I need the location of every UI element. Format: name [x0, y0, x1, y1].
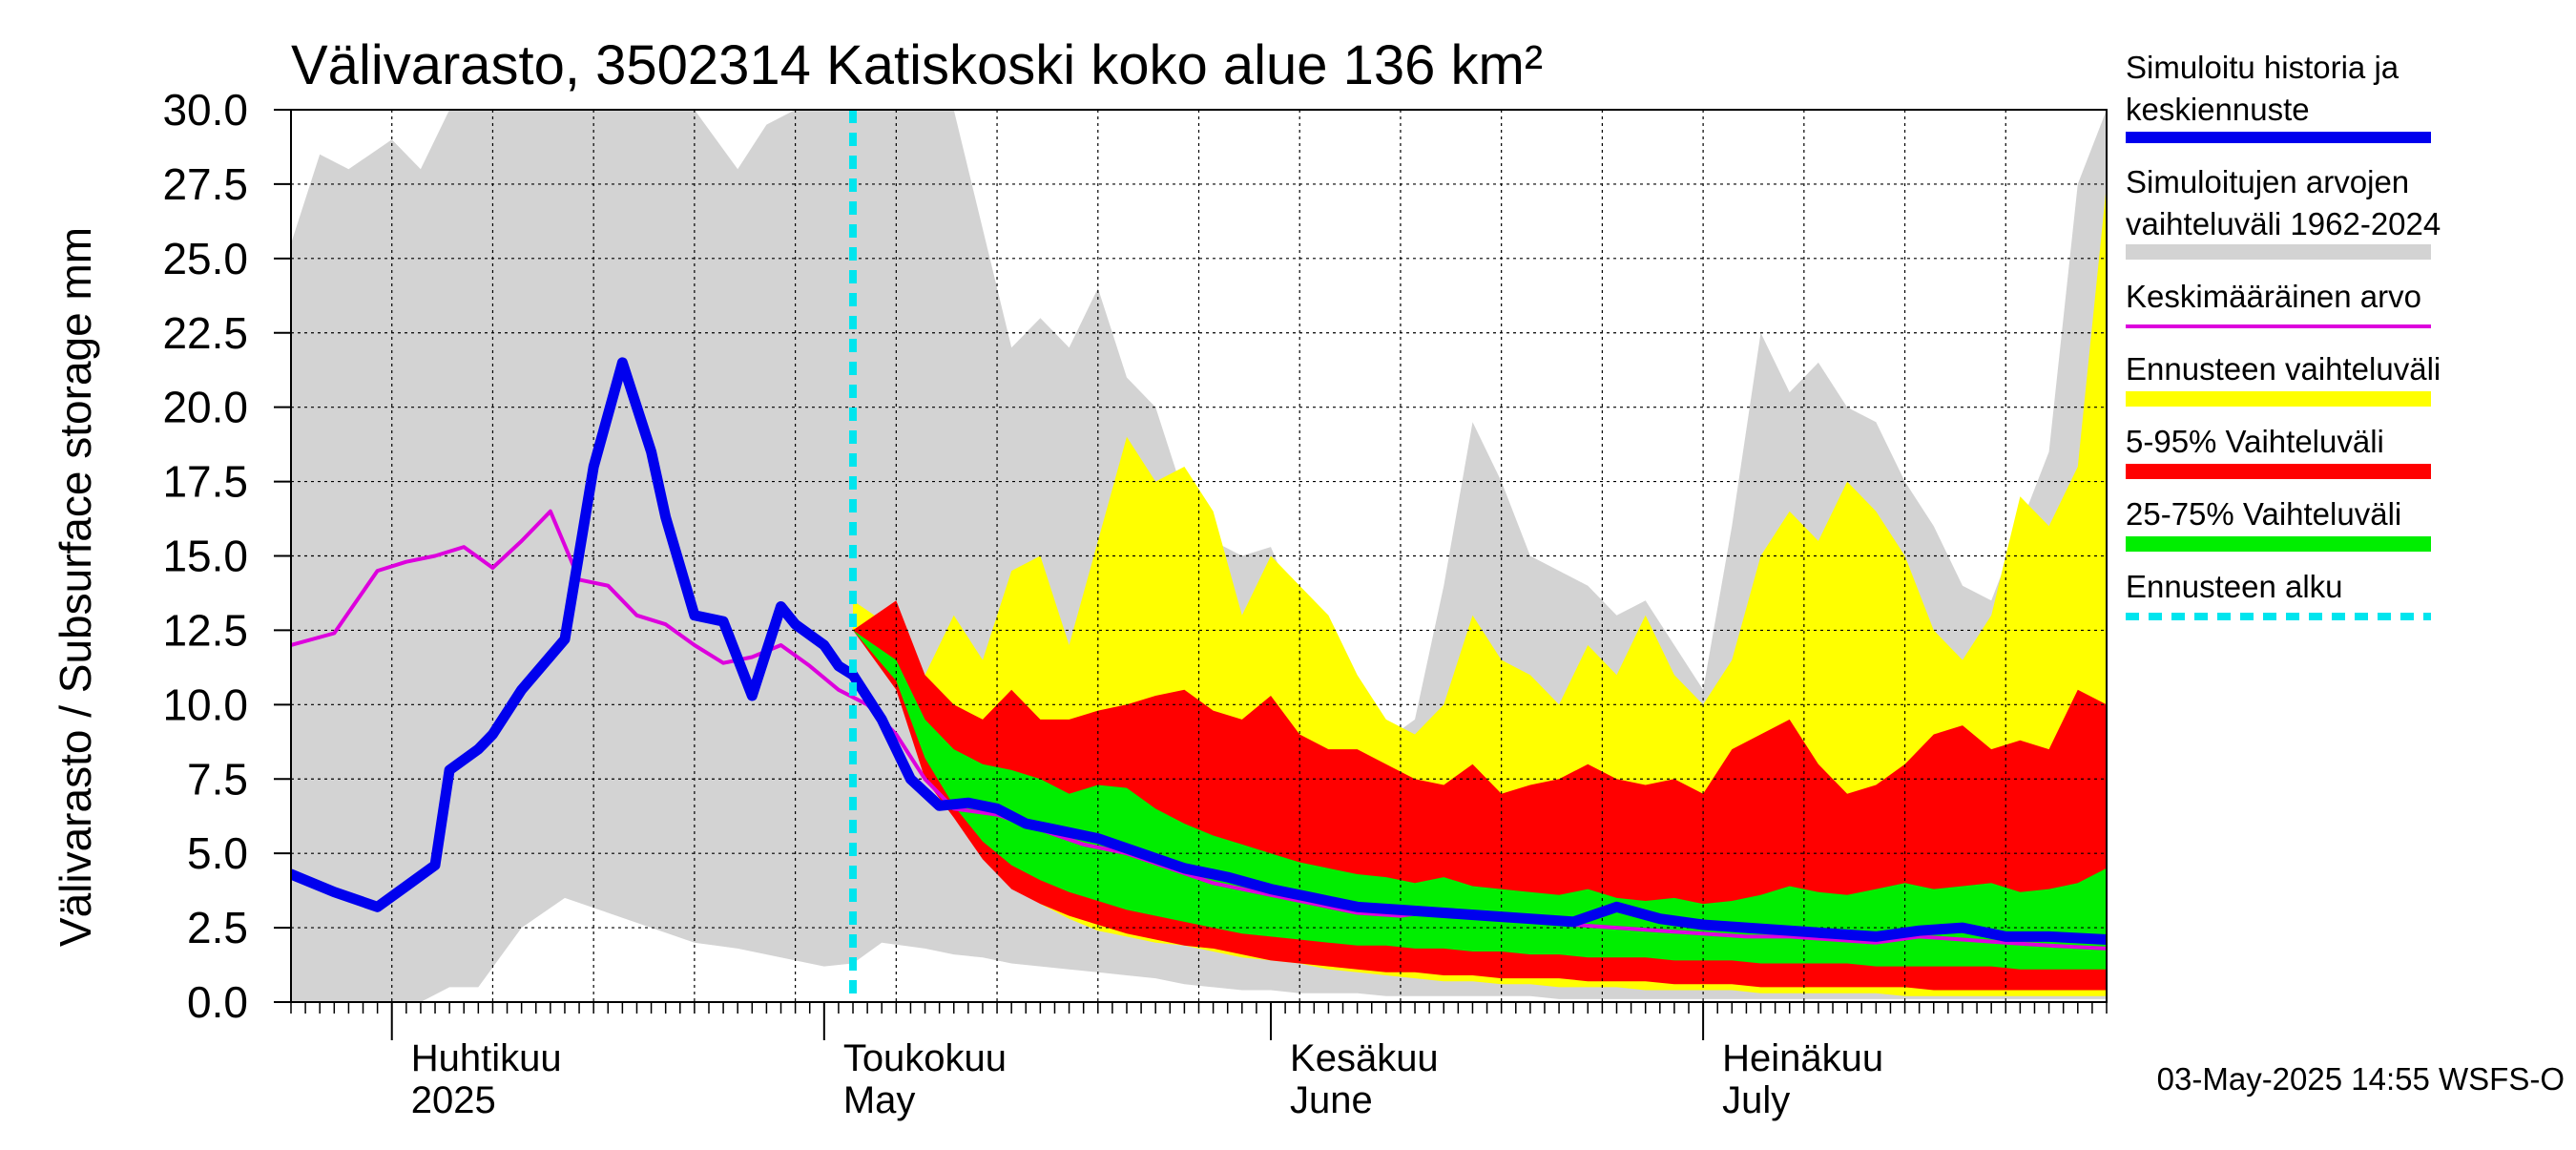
- y-tick-label: 22.5: [162, 308, 248, 358]
- x-month-label: Kesäkuu: [1290, 1037, 1439, 1079]
- legend-label: Keskimääräinen arvo: [2126, 279, 2421, 314]
- y-tick-label: 7.5: [187, 754, 248, 804]
- legend-label: Ennusteen vaihteluväli: [2126, 351, 2441, 387]
- x-month-label: Toukokuu: [843, 1037, 1007, 1079]
- x-month-sublabel: June: [1290, 1079, 1373, 1121]
- x-month-label: Heinäkuu: [1722, 1037, 1883, 1079]
- legend-label: Simuloitujen arvojen: [2126, 164, 2409, 199]
- forecast-p25-p75-band: [853, 630, 2107, 970]
- y-tick-label: 10.0: [162, 680, 248, 729]
- legend-label: 5-95% Vaihteluväli: [2126, 424, 2384, 459]
- x-month-sublabel: 2025: [411, 1079, 496, 1121]
- x-month-label: Huhtikuu: [411, 1037, 562, 1079]
- footer-timestamp: 03-May-2025 14:55 WSFS-O: [2157, 1061, 2565, 1097]
- legend-label: vaihteluväli 1962-2024: [2126, 206, 2441, 241]
- x-month-sublabel: May: [843, 1079, 916, 1121]
- legend-label: Ennusteen alku: [2126, 569, 2343, 604]
- y-tick-label: 0.0: [187, 977, 248, 1027]
- y-tick-label: 15.0: [162, 532, 248, 581]
- axes-layer: 0.0 2.5 5.0 7.5 10.0 12.5 15.0 17.5 20.0 22.5 25.0…: [162, 85, 2108, 1121]
- y-tick-label: 2.5: [187, 903, 248, 952]
- bands-layer: [291, 110, 2107, 1002]
- y-tick-label: 12.5: [162, 605, 248, 655]
- y-tick-label: 27.5: [162, 159, 248, 209]
- y-tick-label: 25.0: [162, 234, 248, 283]
- y-axis-label: Välivarasto / Subsurface storage mm: [51, 227, 100, 947]
- legend-label: 25-75% Vaihteluväli: [2126, 496, 2401, 532]
- y-tick-label: 5.0: [187, 828, 248, 878]
- y-tick-label: 17.5: [162, 457, 248, 507]
- legend-label: keskiennuste: [2126, 92, 2310, 127]
- y-tick-label: 20.0: [162, 383, 248, 432]
- simulated-history-line: [291, 357, 2107, 945]
- lines-layer: [291, 110, 2107, 1002]
- legend-label: Simuloitu historia ja: [2126, 50, 2399, 85]
- y-tick-label: 30.0: [162, 85, 248, 135]
- chart-title: Välivarasto, 3502314 Katiskoski koko alu…: [291, 34, 1543, 96]
- x-month-sublabel: July: [1722, 1079, 1790, 1121]
- legend: Simuloitu historia ja keskiennuste Simuloi…: [2126, 50, 2441, 620]
